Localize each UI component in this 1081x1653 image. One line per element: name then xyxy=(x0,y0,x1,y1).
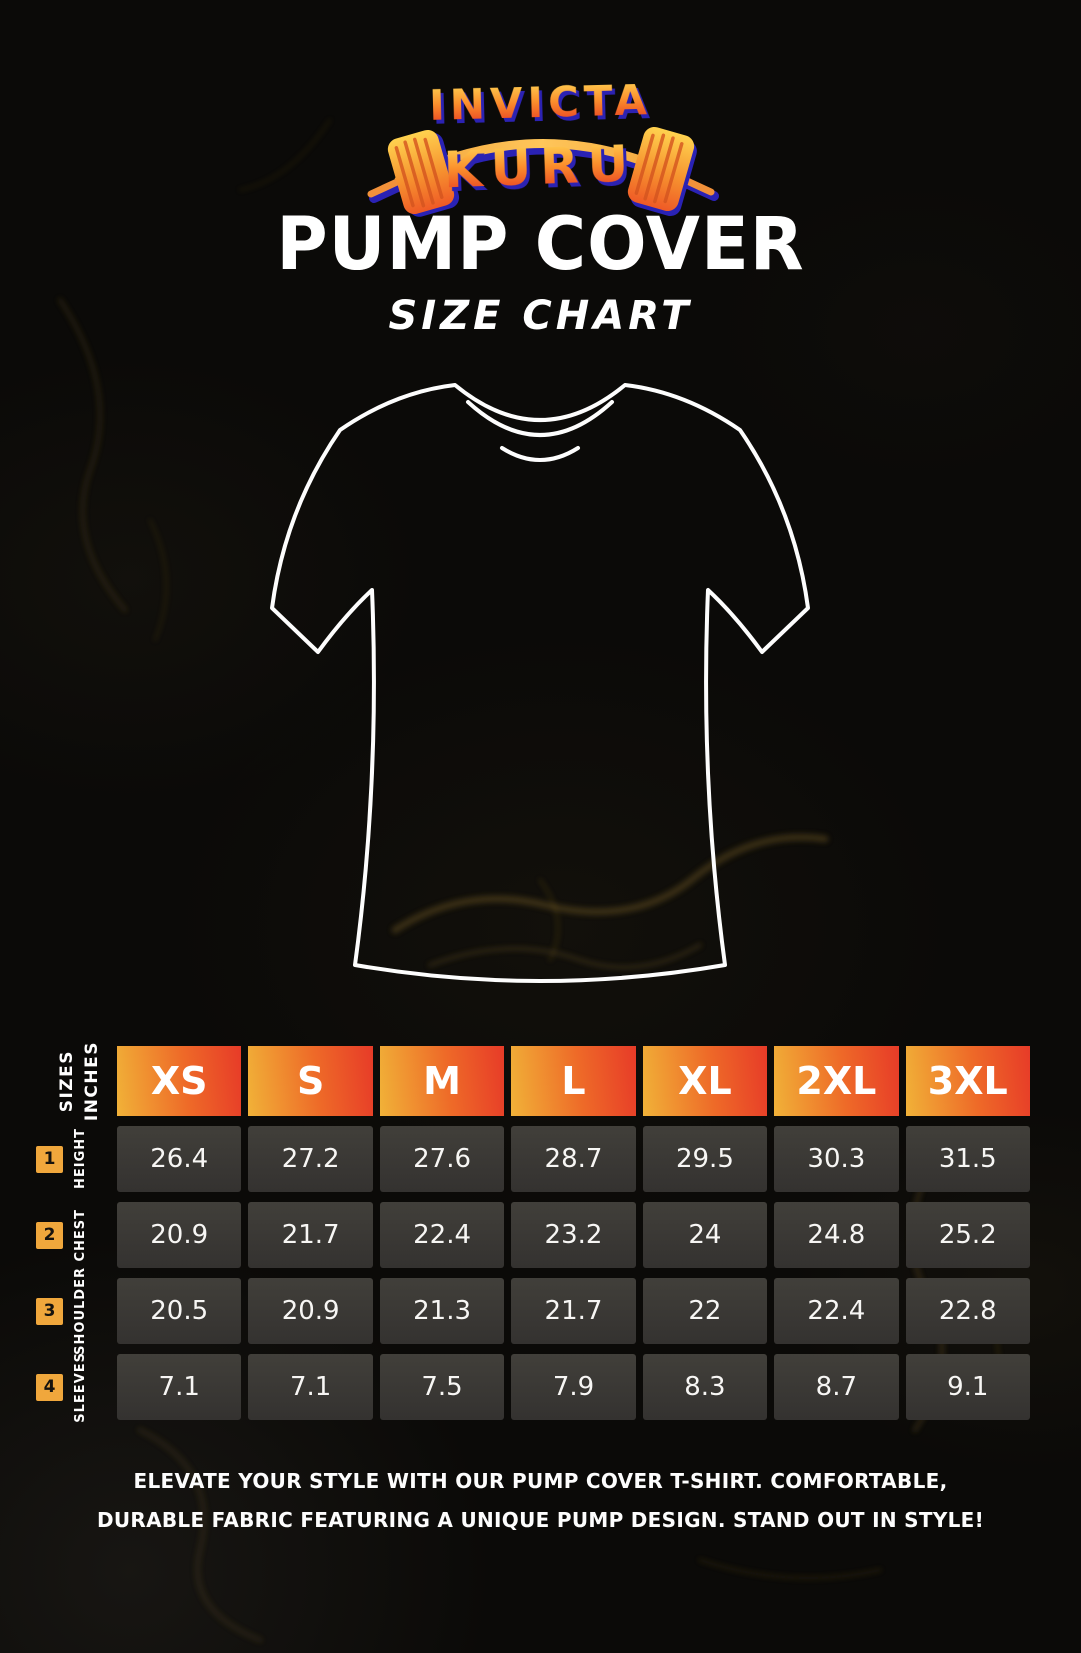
measurement-cell: 22 xyxy=(642,1278,768,1344)
size-table: SIZES INCHES XS S M L XL 2XL 3XL 1 HEIGHT 26.4 27.… xyxy=(30,1041,1030,1423)
row-measure-label: HEIGHT xyxy=(73,1128,88,1190)
measurement-cell: 20.5 xyxy=(117,1278,242,1344)
inches-label: INCHES xyxy=(82,1040,102,1122)
measurement-cell: 23.2 xyxy=(511,1202,636,1268)
size-column-header: XL xyxy=(642,1046,768,1116)
measurement-cell: 25.2 xyxy=(905,1202,1030,1268)
measurement-cell: 20.9 xyxy=(248,1278,373,1344)
page-title: PUMP COVER xyxy=(276,201,805,287)
size-column-header: XS xyxy=(117,1046,242,1116)
measurement-cell: 30.3 xyxy=(774,1126,899,1192)
measurement-cell: 27.2 xyxy=(248,1126,373,1192)
measurement-cell: 8.3 xyxy=(642,1354,768,1420)
measurement-cell: 21.7 xyxy=(248,1202,373,1268)
size-column-header: S xyxy=(248,1046,373,1116)
measurement-cell: 31.5 xyxy=(905,1126,1030,1192)
brand-logo: INVICTA KURU xyxy=(0,70,1081,250)
page-subtitle: SIZE CHART xyxy=(388,293,693,339)
row-number-badge: 4 xyxy=(36,1373,63,1401)
measurement-cell: 24 xyxy=(642,1202,768,1268)
barbell-icon xyxy=(367,126,719,217)
description-line-1: ELEVATE YOUR STYLE WITH OUR PUMP COVER T… xyxy=(133,1469,948,1493)
row-label: 2 CHEST xyxy=(30,1202,110,1268)
measurement-cell: 21.3 xyxy=(379,1278,505,1344)
measurement-cell: 22.4 xyxy=(379,1202,505,1268)
measurement-cell: 7.1 xyxy=(248,1354,373,1420)
measurement-cell: 27.6 xyxy=(379,1126,505,1192)
row-number-badge: 1 xyxy=(36,1145,63,1173)
size-column-header: M xyxy=(379,1046,505,1116)
measurement-cell: 24.8 xyxy=(774,1202,899,1268)
measurement-cell: 29.5 xyxy=(642,1126,768,1192)
measurement-cell: 22.4 xyxy=(774,1278,899,1344)
size-column-header: L xyxy=(511,1046,636,1116)
measurement-cell: 26.4 xyxy=(117,1126,242,1192)
measurement-cell: 22.8 xyxy=(905,1278,1030,1344)
unit-labels: SIZES INCHES xyxy=(30,1041,110,1121)
measurement-cell: 20.9 xyxy=(117,1202,242,1268)
row-label: 3 SHOULDER xyxy=(30,1267,110,1355)
sizes-label: SIZES xyxy=(57,1049,77,1113)
size-column-header: 3XL xyxy=(905,1046,1030,1116)
row-number-badge: 3 xyxy=(36,1297,63,1325)
measurement-cell: 28.7 xyxy=(511,1126,636,1192)
row-number-badge: 2 xyxy=(36,1221,63,1249)
row-measure-label: SLEEVES xyxy=(73,1351,88,1423)
row-measure-label: SHOULDER xyxy=(73,1267,88,1355)
tshirt-outline xyxy=(270,383,810,983)
measurement-cell: 7.1 xyxy=(117,1354,242,1420)
measurement-cell: 7.9 xyxy=(511,1354,636,1420)
measurement-cell: 21.7 xyxy=(511,1278,636,1344)
measurement-cell: 7.5 xyxy=(379,1354,505,1420)
size-column-header: 2XL xyxy=(774,1046,899,1116)
product-description: ELEVATE YOUR STYLE WITH OUR PUMP COVER T… xyxy=(0,1462,1081,1540)
row-label: 4 SLEEVES xyxy=(30,1351,110,1423)
measurement-cell: 8.7 xyxy=(774,1354,899,1420)
row-measure-label: CHEST xyxy=(73,1208,88,1262)
measurement-cell: 9.1 xyxy=(905,1354,1030,1420)
row-label: 1 HEIGHT xyxy=(30,1126,110,1192)
description-line-2: DURABLE FABRIC FEATURING A UNIQUE PUMP D… xyxy=(96,1508,985,1532)
